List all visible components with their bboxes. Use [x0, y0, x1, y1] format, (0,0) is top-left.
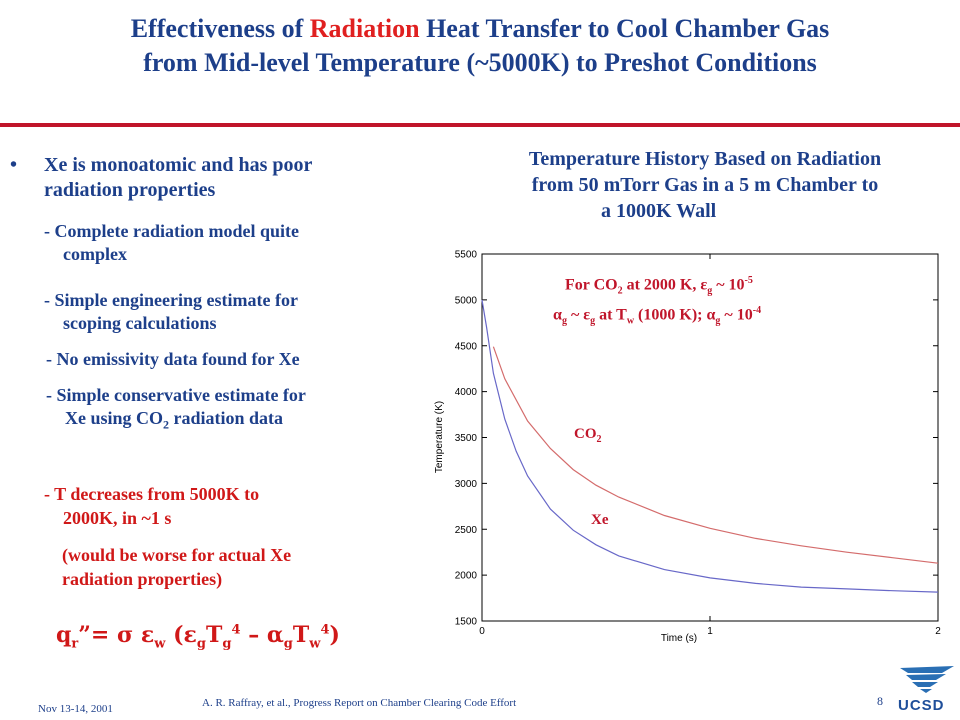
y-tick-label: 2500 [455, 525, 478, 536]
y-tick-label: 3000 [455, 479, 478, 490]
chart-title: Temperature History Based on Radiation f… [528, 148, 882, 222]
plot-area [481, 253, 939, 622]
ucsd-wing-icon [900, 666, 954, 693]
series-line-co2 [492, 346, 939, 564]
temperature-chart: 1500 2000 2500 3000 3500 4000 4500 5000 5500 0 1 2… [434, 250, 941, 645]
title-line-2: from Mid-level Temperature (~5000K) to P… [143, 48, 817, 77]
page-number: 8 [877, 694, 883, 708]
series-label-co2: CO2 [574, 426, 602, 445]
ucsd-logo: UCSD [898, 664, 956, 716]
title-highlight: Radiation [309, 14, 420, 43]
x-tick-label: 1 [707, 626, 713, 637]
radiation-formula: qr”= σ εw (εgTg4 – αgTw4) [56, 622, 340, 652]
y-tick-label: 1500 [455, 617, 478, 628]
x-tick-label: 2 [935, 626, 941, 637]
sub-bullet-1: - Complete radiation model quite complex [44, 221, 299, 264]
y-tick-label: 5000 [455, 295, 478, 306]
y-tick-label: 5500 [455, 250, 478, 261]
y-tick-label: 4500 [455, 341, 478, 352]
y-tick-label: 3500 [455, 433, 478, 444]
y-axis-label: Temperature (K) [434, 401, 445, 473]
footer-date: Nov 13-14, 2001 [38, 703, 113, 715]
y-tick-label: 4000 [455, 387, 478, 398]
series-label-xe: Xe [591, 512, 609, 528]
title-divider [0, 123, 960, 127]
red-note-1: - T decreases from 5000K to 2000K, in ~1… [44, 484, 260, 528]
x-axis-label: Time (s) [661, 633, 697, 644]
sub-bullet-2: - Simple engineering estimate for scopin… [44, 290, 298, 333]
series-line-xe [481, 299, 939, 593]
bullet-text: Xe is monoatomic and has poor radiation … [44, 154, 313, 201]
red-note-2: (would be worse for actual Xe radiation … [62, 545, 292, 589]
sub-bullet-4: - Simple conservative estimate for Xe us… [46, 385, 306, 432]
annotation-co2-emissivity: For CO2 at 2000 K, εg ~ 10-5 [565, 275, 753, 297]
annotation-absorptivity: αg ~ εg at Tw (1000 K); αg ~ 10-4 [553, 305, 762, 327]
ucsd-logo-text: UCSD [898, 697, 945, 714]
y-tick-label: 2000 [455, 571, 478, 582]
title-line-1: Effectiveness of Radiation Heat Transfer… [130, 14, 830, 43]
sub-bullet-3: - No emissivity data found for Xe [46, 349, 300, 369]
footer-credit: A. R. Raffray, et al., Progress Report o… [202, 697, 517, 709]
x-tick-label: 0 [479, 626, 485, 637]
bullet-symbol: • [10, 154, 18, 176]
slide-title: Effectiveness of Radiation Heat Transfer… [0, 12, 960, 80]
